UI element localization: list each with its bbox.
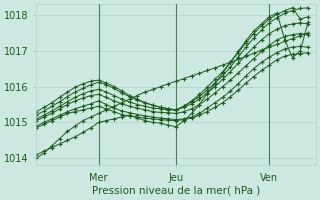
X-axis label: Pression niveau de la mer( hPa ): Pression niveau de la mer( hPa ) [92, 186, 260, 196]
